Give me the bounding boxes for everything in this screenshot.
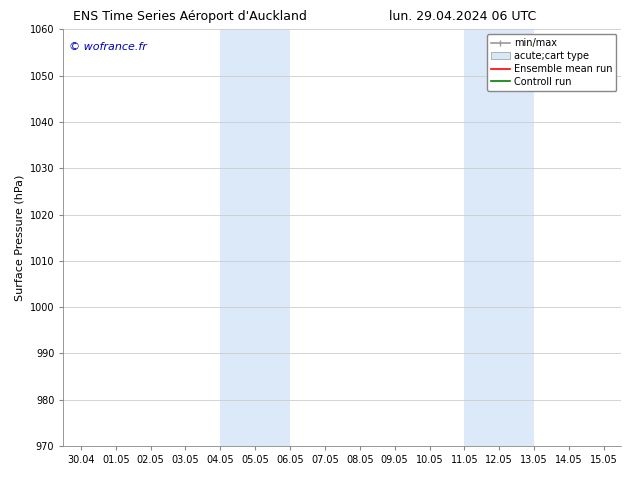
Text: ENS Time Series Aéroport d'Auckland: ENS Time Series Aéroport d'Auckland [74, 10, 307, 23]
Text: © wofrance.fr: © wofrance.fr [69, 42, 147, 52]
Bar [464, 29, 534, 446]
Bar [221, 29, 290, 446]
Y-axis label: Surface Pressure (hPa): Surface Pressure (hPa) [14, 174, 24, 301]
Text: lun. 29.04.2024 06 UTC: lun. 29.04.2024 06 UTC [389, 10, 536, 23]
Legend: min/max, acute;cart type, Ensemble mean run, Controll run: min/max, acute;cart type, Ensemble mean … [487, 34, 616, 91]
